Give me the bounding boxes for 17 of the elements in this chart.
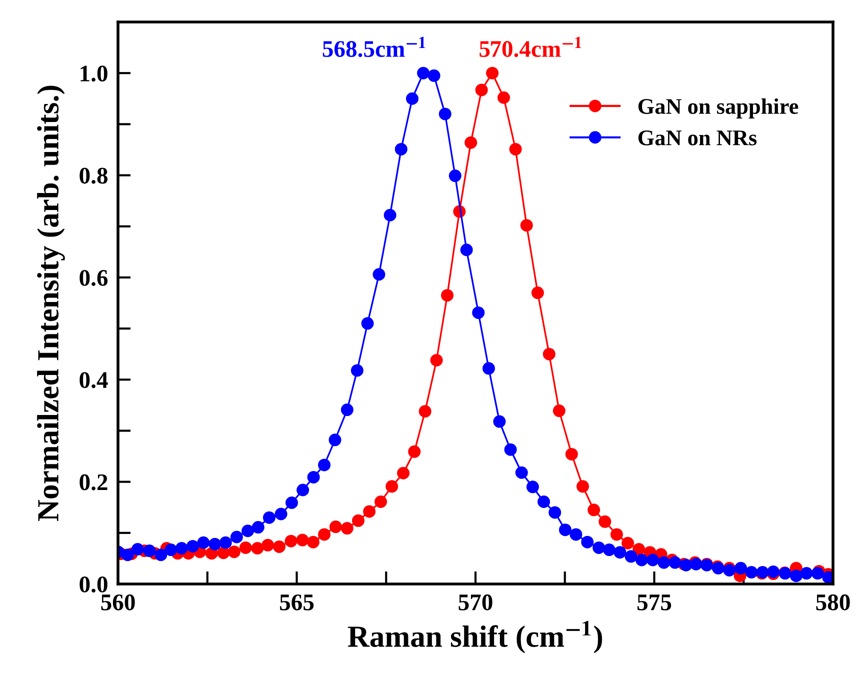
legend-label: GaN on sapphire [638, 98, 798, 118]
legend-label: GaN on NRs [638, 130, 757, 146]
x-tick-label: 565 [280, 594, 314, 610]
y-tick-label: 0.2 [80, 474, 108, 490]
y-tick-label: 1.0 [80, 66, 108, 82]
annotation: 570.4cm$^{−1}$ [480, 36, 582, 58]
x-tick-label: 570 [458, 594, 492, 610]
y-tick-label: 0.6 [80, 270, 108, 286]
annotation: 568.5cm$^{−1}$ [322, 36, 426, 58]
y-tick-label: 0.8 [80, 168, 108, 184]
y-tick-label: 0.4 [80, 372, 108, 388]
x-tick-label: 575 [637, 594, 672, 610]
y-tick-label: 0.0 [80, 576, 108, 593]
x-axis-title: Raman shift (cm$^{−1}$) [348, 620, 602, 654]
x-tick-label: 560 [101, 594, 135, 610]
x-tick-label: 580 [816, 594, 850, 610]
y-axis-title: Normailzed Intensity (arb. units.) [37, 86, 65, 521]
